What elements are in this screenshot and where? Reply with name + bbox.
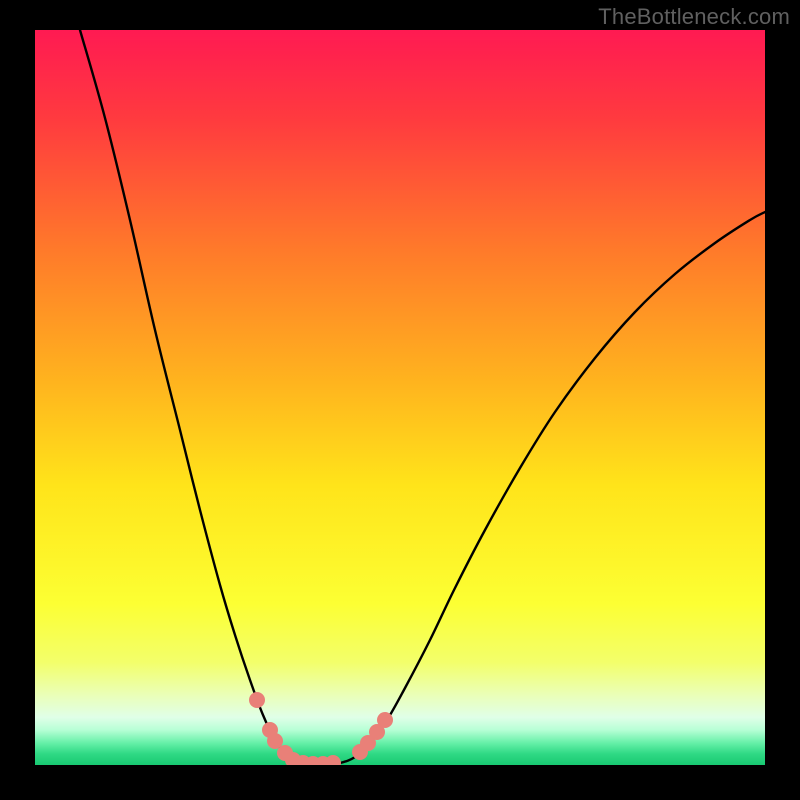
watermark-text: TheBottleneck.com xyxy=(598,4,790,30)
marker-dot xyxy=(377,712,393,728)
v-curve xyxy=(80,30,765,765)
marker-dot xyxy=(325,755,341,765)
marker-dot xyxy=(249,692,265,708)
plot-area xyxy=(35,30,765,765)
curve-layer xyxy=(35,30,765,765)
chart-canvas: TheBottleneck.com xyxy=(0,0,800,800)
curve-markers xyxy=(249,692,393,765)
